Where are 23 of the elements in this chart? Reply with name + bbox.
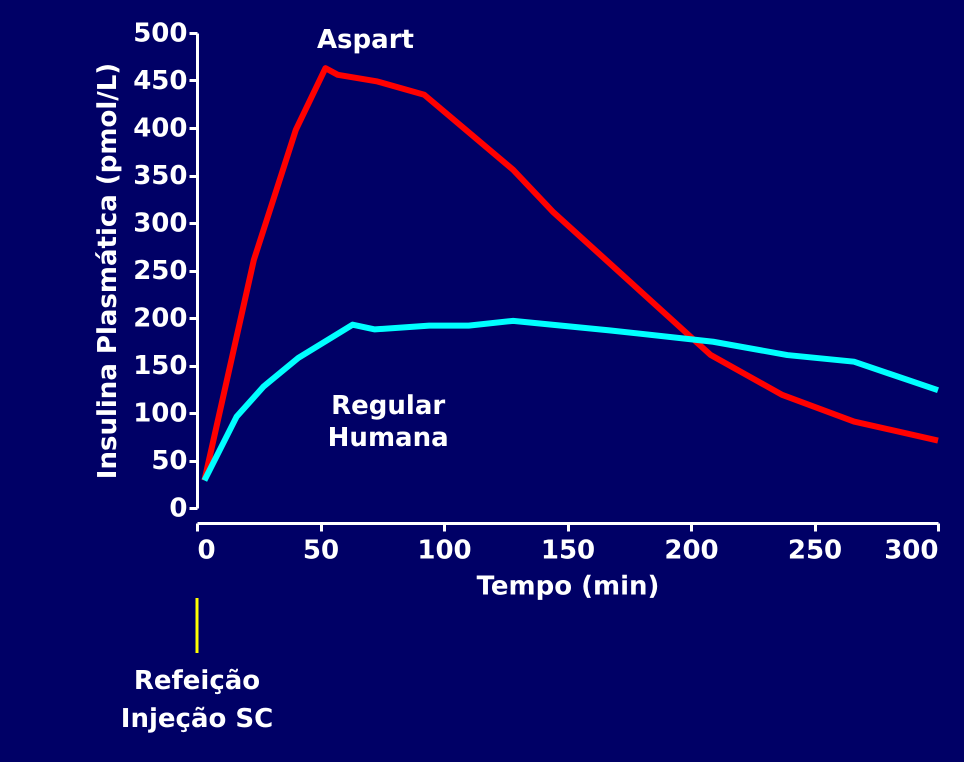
y-tick-label: 0 [169, 494, 188, 524]
y-tick-label: 350 [133, 161, 188, 191]
y-tick-label: 500 [133, 18, 188, 48]
x-tick-label: 300 [884, 536, 938, 566]
y-tick-label: 450 [133, 66, 188, 96]
y-tick-label: 250 [133, 256, 188, 286]
y-tick-label: 150 [133, 351, 188, 381]
x-tick-label: 150 [540, 536, 596, 566]
text: Refeição Injeção SC [120, 666, 274, 734]
y-tick-label: 300 [133, 208, 188, 238]
x-tick-label: 0 [198, 536, 216, 566]
series-label: Regular Humana [328, 390, 449, 453]
x-tick-label: 200 [664, 536, 719, 566]
x-axis-title: Tempo (min) [476, 572, 660, 602]
x-tick-label: 250 [788, 536, 842, 566]
x-tick-label: 100 [417, 536, 472, 566]
series-label: Aspart [316, 25, 414, 56]
y-tick-label: 200 [133, 304, 188, 334]
x-tick-label: 50 [302, 536, 340, 566]
y-tick-label: 400 [133, 114, 188, 144]
y-tick-label: 50 [151, 446, 188, 476]
y-axis-title: Insulina Plasmática (pmol/L) [93, 62, 124, 480]
y-tick-label: 100 [133, 398, 188, 428]
